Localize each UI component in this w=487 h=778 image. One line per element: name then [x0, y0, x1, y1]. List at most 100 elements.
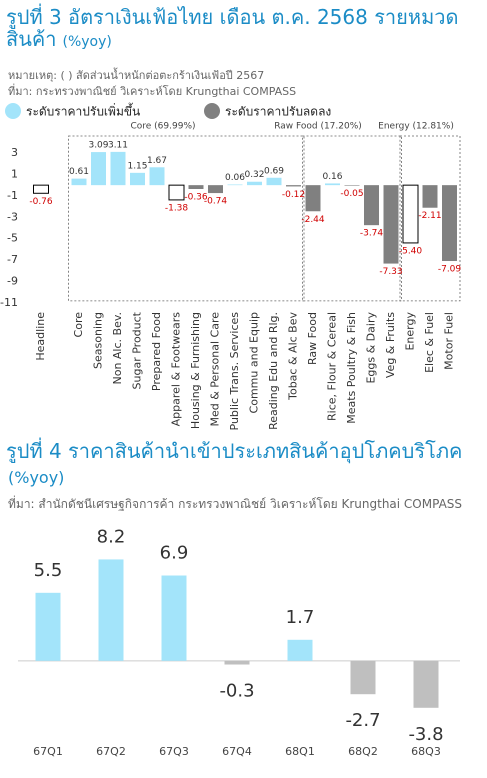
- value-label: -0.12: [282, 190, 305, 200]
- note: หมายเหตุ: ( ) สัดส่วนน้ำหนักต่อตะกร้าเงิ…: [8, 69, 265, 82]
- x-tick-label: Sugar Product: [131, 311, 144, 389]
- x-tick-label: 68Q3: [411, 745, 441, 758]
- bar: [402, 184, 419, 244]
- x-tick-label: Raw Food: [306, 312, 319, 365]
- group-box: [399, 135, 461, 302]
- bar: [364, 185, 379, 226]
- value-label: -2.7: [345, 710, 380, 731]
- bar: [442, 185, 457, 262]
- bar: [266, 177, 282, 186]
- bar: [287, 639, 313, 661]
- bar: [325, 183, 340, 186]
- value-label: 0.69: [264, 166, 284, 176]
- x-tick-label: Headline: [34, 312, 47, 361]
- y-tick-label: 1: [11, 167, 18, 180]
- value-label: 0.06: [225, 173, 245, 183]
- bar: [422, 185, 438, 208]
- y-tick-label: -3: [7, 210, 18, 223]
- value-label: -3.74: [360, 229, 384, 239]
- value-label: -0.05: [340, 189, 363, 199]
- source: ที่มา: สำนักดัชนีเศรษฐกิจการค้า กระทรวงพ…: [8, 497, 463, 511]
- bar: [35, 592, 61, 661]
- x-tick-label: Motor Fuel: [443, 312, 456, 370]
- value-label: -3.8: [408, 724, 443, 745]
- bar: [247, 181, 262, 186]
- value-label: 8.2: [97, 526, 126, 547]
- title-block: รูปที่ 3 อัตราเงินเฟ้อไทย เดือน ต.ค. 256…: [6, 6, 476, 53]
- value-label: 0.32: [244, 170, 264, 180]
- value-label: -0.36: [184, 193, 208, 203]
- bar: [168, 184, 185, 201]
- x-tick-label: Elec & Fuel: [423, 312, 436, 373]
- bar: [383, 185, 399, 264]
- legend-label: ระดับราคาปรับลดลง: [225, 105, 331, 119]
- group-label: Core (69.99%): [130, 122, 195, 132]
- value-label: 0.16: [322, 172, 342, 182]
- bar: [91, 152, 106, 186]
- group-box: [302, 135, 402, 302]
- value-label: 1.7: [286, 607, 315, 628]
- legend-swatch: [204, 103, 220, 119]
- value-label: 3.09: [88, 141, 108, 151]
- x-tick-label: Tobac & Alc Bev: [287, 312, 300, 401]
- x-tick-label: Housing & Furnishing: [189, 312, 202, 429]
- chart-subtitle: (%yoy): [62, 34, 112, 50]
- y-tick-label: -1: [7, 189, 18, 202]
- bar: [227, 184, 243, 186]
- chart-subtitle: (%yoy): [8, 468, 65, 487]
- bar: [98, 559, 124, 661]
- value-label: -0.74: [204, 197, 228, 207]
- y-tick-label: -11: [0, 296, 18, 309]
- x-tick-label: 67Q4: [222, 745, 252, 758]
- value-label: -2.44: [301, 215, 325, 225]
- x-tick-label: Public Trans. Services: [228, 312, 241, 431]
- group-label: Raw Food (17.20%): [274, 122, 362, 132]
- group-box: [68, 135, 305, 302]
- bar: [344, 185, 360, 186]
- x-tick-label: Med & Personal Care: [209, 312, 222, 427]
- source: ที่มา: กระทรวงพาณิชย์ วิเคราะห์โดย Krung…: [8, 85, 297, 98]
- x-tick-label: 68Q1: [285, 745, 315, 758]
- bar: [110, 151, 126, 186]
- value-label: 5.5: [34, 560, 63, 581]
- x-tick-label: 68Q2: [348, 745, 378, 758]
- bar: [33, 184, 49, 194]
- value-label: -0.76: [29, 197, 53, 207]
- bar: [161, 575, 187, 661]
- x-tick-label: Veg & Fruits: [384, 312, 397, 378]
- y-tick-label: -7: [7, 253, 18, 266]
- bar: [350, 660, 376, 695]
- value-label: -2.11: [418, 211, 441, 221]
- x-tick-label: Reading Edu and Rlg.: [267, 312, 280, 430]
- x-tick-label: Prepared Food: [150, 312, 163, 391]
- value-label: -5.40: [399, 246, 423, 256]
- bar: [130, 172, 145, 186]
- x-tick-label: Eggs & Dairy: [365, 312, 378, 384]
- value-label: -7.09: [438, 265, 462, 275]
- value-label: 1.15: [127, 161, 147, 171]
- bar: [208, 185, 223, 194]
- group-label: Energy (12.81%): [378, 122, 454, 132]
- x-tick-label: Non Alc. Bev.: [111, 312, 124, 385]
- bar: [149, 167, 165, 186]
- value-label: -7.33: [379, 267, 402, 277]
- value-label: 6.9: [160, 543, 189, 564]
- bar: [305, 185, 321, 212]
- legend-label: ระดับราคาปรับเพิ่มขึ้น: [26, 103, 140, 119]
- x-tick-label: 67Q3: [159, 745, 189, 758]
- bar: [71, 178, 87, 186]
- y-tick-label: 3: [11, 146, 18, 159]
- x-tick-label: Apparel & Footwears: [170, 312, 183, 427]
- value-label: -1.38: [165, 203, 189, 213]
- x-tick-label: Meats Poultry & Fish: [345, 312, 358, 424]
- x-tick-label: Commu and Equip: [248, 312, 261, 413]
- legend-swatch: [5, 103, 21, 119]
- value-label: 3.11: [108, 140, 128, 150]
- x-tick-label: Seasoning: [92, 312, 105, 369]
- x-tick-label: Rice, Flour & Cereal: [326, 312, 339, 421]
- y-tick-label: -9: [7, 274, 18, 287]
- x-tick-label: 67Q1: [33, 745, 63, 758]
- value-label: 1.67: [147, 156, 167, 166]
